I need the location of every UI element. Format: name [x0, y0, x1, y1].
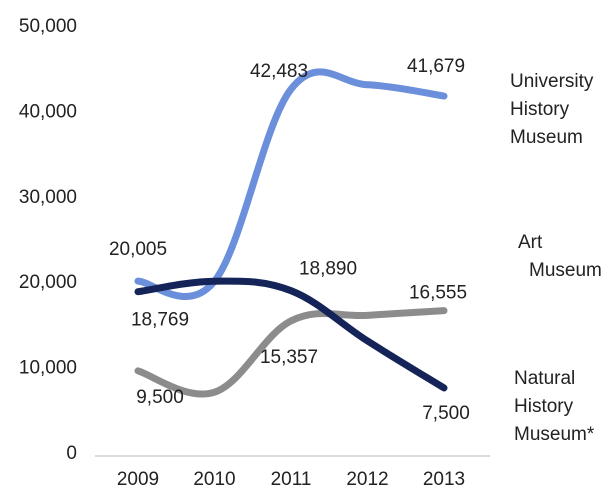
series-name-line: Natural — [514, 368, 575, 389]
y-tick-label: 30,000 — [19, 187, 77, 208]
y-axis: 0 10,000 20,000 30,000 40,000 50,000 — [19, 16, 77, 464]
series-name-line: Museum — [529, 260, 602, 281]
y-tick-label: 50,000 — [19, 16, 77, 37]
series-lines — [134, 68, 448, 398]
data-label: 9,500 — [136, 387, 184, 408]
data-label: 18,890 — [299, 259, 357, 280]
data-label: 41,679 — [407, 56, 465, 77]
series-name-line: Museum — [510, 127, 583, 148]
data-label: 42,483 — [250, 61, 308, 82]
x-tick-label: 2009 — [117, 469, 159, 490]
series-name-line: History — [510, 99, 570, 120]
natural-history-museum-label: Natural History Museum* — [514, 368, 595, 445]
university-history-museum-label: University History Museum — [510, 71, 594, 148]
x-tick-label: 2012 — [346, 469, 388, 490]
art-museum-label: Art Museum — [518, 232, 602, 281]
y-tick-label: 0 — [66, 443, 77, 464]
data-label: 18,769 — [131, 310, 189, 331]
series-name-line: History — [514, 396, 574, 417]
natural-history-museum-line — [134, 277, 448, 392]
data-labels: 20,005 42,483 41,679 9,500 15,357 16,555 18,76… — [109, 56, 470, 424]
x-axis: 2009 2010 2011 2012 2013 — [117, 469, 465, 490]
series-names: University History Museum Art Museum Natural H… — [510, 71, 602, 445]
data-label: 15,357 — [260, 347, 318, 368]
series-name-line: University — [510, 71, 594, 92]
data-label: 16,555 — [409, 283, 467, 304]
x-tick-label: 2011 — [271, 469, 312, 490]
x-tick-label: 2013 — [423, 469, 465, 490]
series-name-line: Museum* — [514, 424, 595, 445]
data-label: 20,005 — [109, 239, 167, 260]
y-tick-label: 10,000 — [19, 358, 77, 379]
y-tick-label: 40,000 — [19, 101, 77, 122]
y-tick-label: 20,000 — [19, 272, 77, 293]
university-history-museum-line — [134, 68, 448, 300]
x-tick-label: 2010 — [193, 469, 235, 490]
data-label: 7,500 — [422, 403, 470, 424]
art-museum-line — [134, 307, 448, 398]
series-name-line: Art — [518, 232, 543, 253]
